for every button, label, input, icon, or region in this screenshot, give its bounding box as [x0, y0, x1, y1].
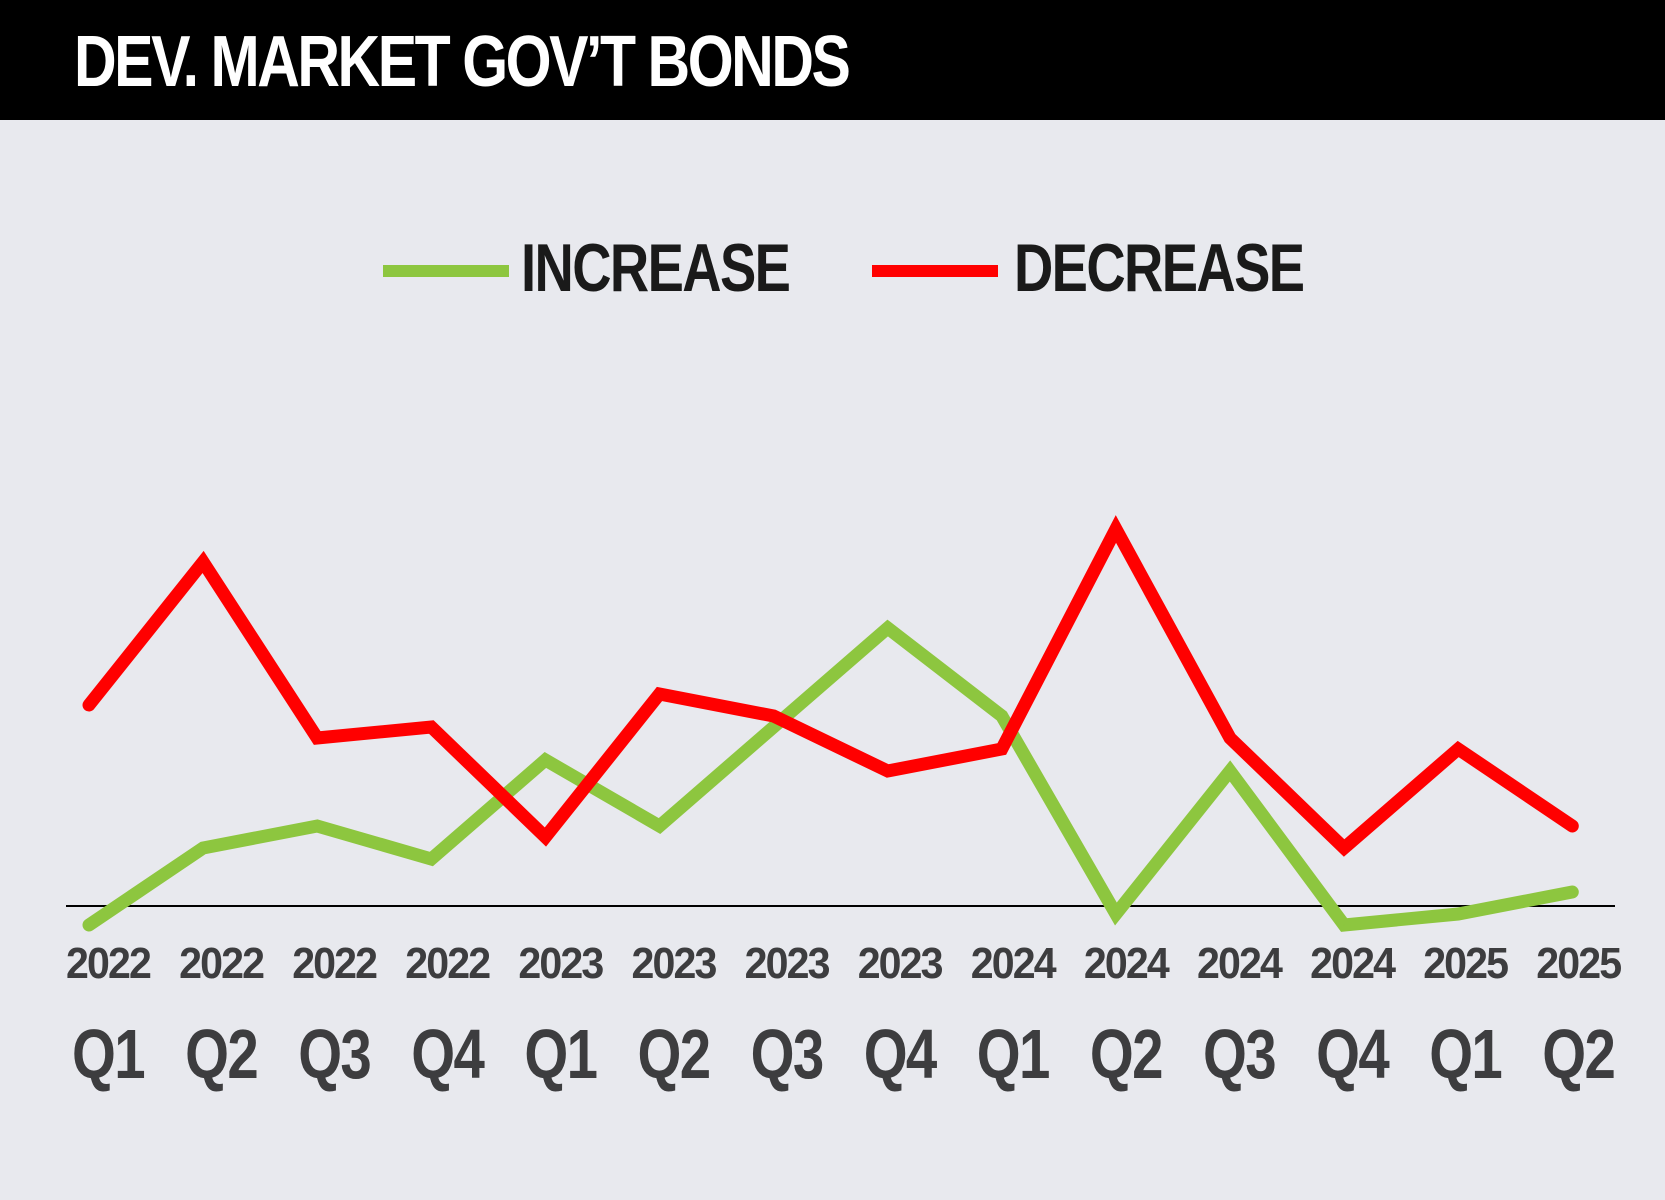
data-point-increase [772, 726, 775, 728]
data-point-decrease [658, 693, 661, 695]
x-tick-quarter: Q2 [185, 1015, 257, 1093]
data-point-decrease [316, 737, 319, 739]
x-tick-year: 2023 [518, 939, 602, 988]
data-point-increase [88, 924, 90, 926]
data-point-increase [1229, 770, 1231, 772]
data-point-increase [1000, 715, 1003, 717]
chart-header: DEV. MARKET GOV’T BONDS [0, 0, 1665, 120]
data-point-decrease [202, 561, 205, 563]
data-point-increase [1457, 913, 1460, 915]
chart-title: DEV. MARKET GOV’T BONDS [74, 22, 851, 102]
data-point-increase [886, 627, 889, 629]
x-tick-quarter: Q4 [1316, 1015, 1390, 1093]
data-point-increase [202, 847, 205, 849]
series-line-decrease [82, 515, 1579, 857]
x-tick-quarter: Q1 [1429, 1015, 1501, 1093]
x-tick-year: 2022 [292, 939, 376, 988]
legend-swatch-decrease [872, 265, 998, 277]
x-tick-quarter: Q1 [524, 1015, 596, 1093]
x-tick-quarter: Q1 [977, 1015, 1049, 1093]
x-tick-year: 2024 [1310, 939, 1396, 988]
data-point-decrease [1457, 748, 1460, 750]
x-tick-quarter: Q2 [1090, 1015, 1162, 1093]
data-point-decrease [1114, 528, 1117, 530]
data-point-increase [544, 759, 547, 761]
data-point-increase [1571, 891, 1574, 893]
series-line-increase [82, 619, 1579, 932]
legend-label-increase: INCREASE [521, 230, 791, 306]
data-point-increase [430, 858, 433, 860]
data-point-decrease [886, 770, 889, 772]
x-tick-year: 2025 [1536, 939, 1621, 988]
data-point-decrease [430, 726, 433, 728]
x-tick-quarter: Q2 [1542, 1015, 1614, 1093]
legend-label-decrease: DECREASE [1014, 230, 1305, 306]
x-tick-year: 2024 [971, 939, 1057, 988]
x-tick-quarter: Q1 [72, 1015, 144, 1093]
legend-swatch-increase [383, 265, 509, 277]
data-point-decrease [772, 715, 775, 717]
x-tick-year: 2022 [179, 939, 263, 988]
x-tick-labels: 2022 Q1 2022 Q2 2022 Q3 2022 Q4 2023 Q1 2023 Q2 2023… [66, 939, 1624, 1093]
data-point-decrease [1571, 825, 1574, 827]
x-tick-quarter: Q4 [864, 1015, 938, 1093]
data-point-decrease [544, 836, 547, 838]
data-point-decrease [1343, 847, 1346, 849]
x-tick-year: 2023 [858, 939, 942, 988]
x-tick-year: 2022 [405, 939, 489, 988]
x-tick-year: 2024 [1084, 939, 1170, 988]
x-tick-year: 2022 [66, 939, 150, 988]
data-point-increase [658, 825, 661, 827]
x-tick-year: 2023 [632, 939, 716, 988]
x-tick-quarter: Q3 [1203, 1015, 1275, 1093]
x-tick-quarter: Q3 [751, 1015, 823, 1093]
data-point-decrease [88, 704, 90, 706]
data-point-increase [1114, 913, 1117, 915]
x-tick-year: 2025 [1423, 939, 1508, 988]
data-point-decrease [1229, 737, 1231, 739]
data-point-increase [316, 825, 319, 827]
x-tick-year: 2024 [1197, 939, 1283, 988]
data-point-increase [1343, 924, 1346, 926]
series-layer [82, 515, 1579, 932]
x-tick-quarter: Q4 [411, 1015, 485, 1093]
x-tick-quarter: Q3 [298, 1015, 370, 1093]
data-point-decrease [1000, 748, 1003, 750]
x-tick-quarter: Q2 [638, 1015, 710, 1093]
x-tick-year: 2023 [745, 939, 829, 988]
